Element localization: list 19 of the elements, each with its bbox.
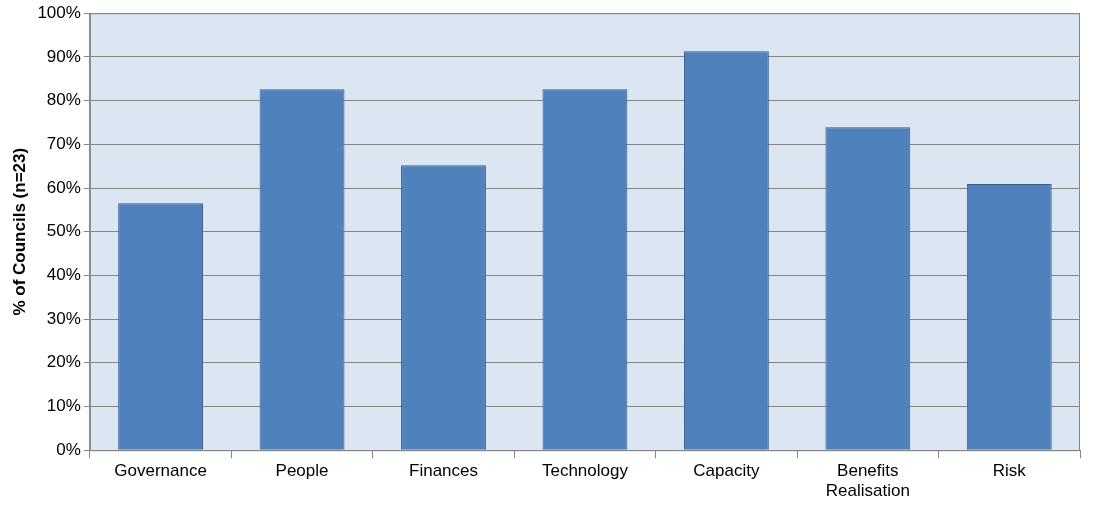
x-tick-label: Capacity xyxy=(693,461,760,481)
x-tick-label: Risk xyxy=(992,461,1027,481)
y-tick-label: 40% xyxy=(46,265,81,285)
y-tick-label: 30% xyxy=(46,308,81,328)
x-tick-label: Technology xyxy=(541,461,629,481)
y-tick-label: 50% xyxy=(46,221,81,241)
y-axis-title: % of Councils (n=23) xyxy=(9,147,29,316)
y-tick-label: 10% xyxy=(46,396,81,416)
y-tick-label: 60% xyxy=(46,177,81,197)
x-tick-label: Governance xyxy=(114,461,207,481)
x-tick-label: People xyxy=(275,461,329,481)
x-tick-label: Benefits Realisation xyxy=(825,461,910,501)
y-tick-label: 70% xyxy=(46,133,81,153)
y-tick-label: 90% xyxy=(46,46,81,66)
y-tick-label: 0% xyxy=(56,439,81,459)
y-tick-label: 100% xyxy=(37,2,81,22)
y-tick-label: 80% xyxy=(46,90,81,110)
y-tick-label: 20% xyxy=(46,352,81,372)
x-tick-label: Finances xyxy=(409,461,478,481)
